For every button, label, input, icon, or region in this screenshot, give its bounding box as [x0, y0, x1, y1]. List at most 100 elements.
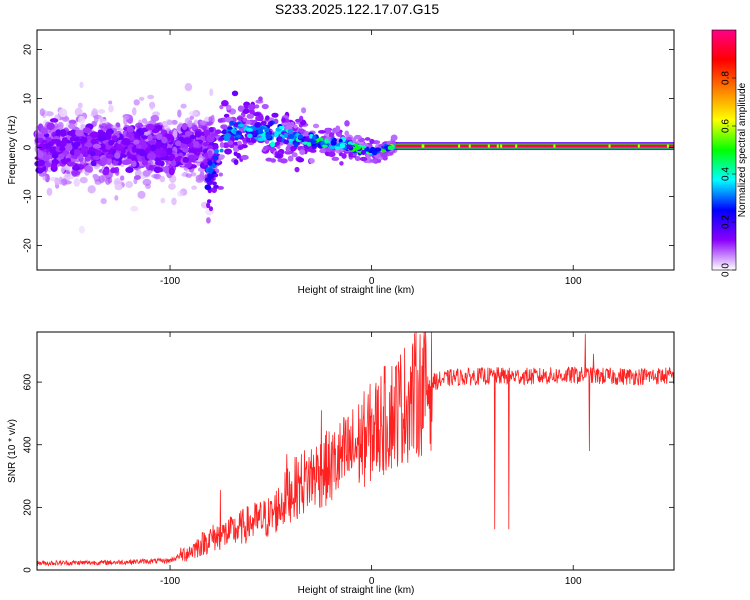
spectrogram-cell [246, 133, 253, 139]
spectrogram-cell [177, 109, 182, 118]
spectrogram-cell [71, 170, 81, 176]
spectrogram-cell [295, 118, 303, 123]
spectrogram-cell [225, 104, 232, 111]
spectrogram-cell [208, 116, 213, 123]
spectrogram-cell [328, 151, 336, 158]
spectrogram-cell [211, 181, 217, 186]
spectrogram-cell [147, 134, 153, 141]
spectrogram-cell [218, 154, 225, 159]
spectrogram-cell [120, 175, 125, 181]
spectrogram-cell [108, 139, 115, 146]
spectrogram-cell [102, 168, 109, 176]
spectrogram-cell [92, 173, 99, 179]
spectrogram-cell [354, 155, 361, 162]
spectrogram-cell [217, 118, 224, 123]
spectrogram-cell [257, 128, 264, 135]
spectrogram-cell [51, 162, 57, 170]
spectrogram-cell [233, 122, 239, 128]
spectrogram-cell [125, 181, 134, 189]
spectrogram-cell [254, 122, 261, 128]
spectrogram-cell [94, 150, 102, 156]
spectrogram-cell [172, 129, 178, 139]
spectrogram-cell [90, 138, 97, 145]
spectrogram-cell [142, 170, 151, 177]
spectrogram-ylabel: Frequency (Hz) [7, 116, 18, 185]
spectrogram-cell [84, 165, 92, 173]
spectrogram-cell [336, 125, 341, 133]
x-tick-label: 0 [369, 576, 375, 587]
spectrogram-cell [301, 107, 307, 114]
spectrogram-cell [147, 94, 155, 100]
spectrogram-cell [296, 157, 305, 163]
spectrogram-cell [166, 119, 174, 126]
spectrogram-cell [69, 136, 76, 142]
spectrogram-cell [141, 159, 149, 166]
spectrogram-cell [237, 123, 245, 128]
spectrogram-cell [284, 150, 292, 155]
spectrogram-cell [162, 125, 171, 131]
spectrogram-cell [79, 81, 84, 89]
spectrogram-cell [146, 152, 156, 160]
spectrogram-cell [114, 152, 121, 159]
spectrogram-cell [257, 137, 264, 142]
spectrogram-cell [108, 100, 113, 105]
spectrogram-cell [283, 139, 290, 145]
spectrogram-cell [188, 110, 198, 116]
snr-xlabel: Height of straight line (km) [298, 585, 415, 596]
signal-line-dot [468, 144, 471, 148]
spectrogram-cell [334, 146, 341, 151]
spectrogram-cell [165, 147, 173, 156]
spectrogram-cell [182, 147, 189, 152]
spectrogram-cell [205, 134, 215, 143]
figure-title: S233.2025.122.17.07.G15 [275, 1, 439, 17]
spectrogram-cell [77, 102, 83, 109]
spectrogram-cell [61, 178, 66, 184]
spectrogram-cell [105, 153, 114, 159]
spectrogram-cell [101, 156, 108, 165]
spectrogram-cell [214, 129, 222, 135]
spectrogram-cell [271, 112, 279, 118]
signal-line-core [395, 144, 674, 148]
spectrogram-cell [190, 172, 197, 177]
spectrogram-cell [184, 130, 193, 137]
colorbar-tick-label: 0.0 [721, 263, 732, 277]
y-tick-label: 0 [23, 144, 34, 150]
spectrogram-cell [87, 185, 96, 194]
signal-line-dot [458, 144, 461, 148]
spectrogram-cell [222, 129, 227, 134]
spectrogram-cell [90, 131, 99, 139]
spectrogram-cell [37, 143, 46, 151]
spectrogram-cell [207, 145, 214, 150]
spectrogram-cell [74, 149, 81, 157]
spectrogram-cell [74, 129, 84, 137]
spectrogram-cell [91, 108, 98, 117]
y-tick-label: 600 [23, 373, 34, 390]
spectrogram-cell [213, 144, 219, 150]
spectrogram-cell [78, 225, 85, 234]
spectrogram-cell [219, 104, 224, 110]
spectrogram-cell [161, 136, 168, 144]
spectrogram-cell [242, 117, 248, 123]
spectrogram-cell [197, 174, 204, 181]
spectrogram-cell [177, 190, 184, 197]
spectrogram-cell [209, 88, 214, 97]
y-tick-label: -10 [23, 189, 34, 204]
spectrogram-cell [265, 115, 270, 121]
spectrogram-cell [232, 129, 238, 135]
spectrogram-cell [39, 108, 45, 117]
spectrogram-cell [168, 167, 175, 176]
spectrogram-cell [133, 139, 140, 145]
spectrogram-cell [180, 103, 187, 109]
spectrogram-cell [285, 145, 290, 153]
spectrogram-cell [339, 161, 344, 166]
spectrogram-cell [324, 138, 329, 144]
spectrogram-cell [127, 117, 134, 124]
spectrogram-cell [131, 145, 137, 153]
x-tick-label: -100 [160, 576, 180, 587]
spectrogram-cell [347, 141, 353, 146]
spectrogram-cell [346, 136, 352, 141]
signal-line-dot [553, 144, 556, 148]
y-tick-label: 0 [23, 567, 34, 573]
spectrogram-cell [222, 142, 230, 149]
